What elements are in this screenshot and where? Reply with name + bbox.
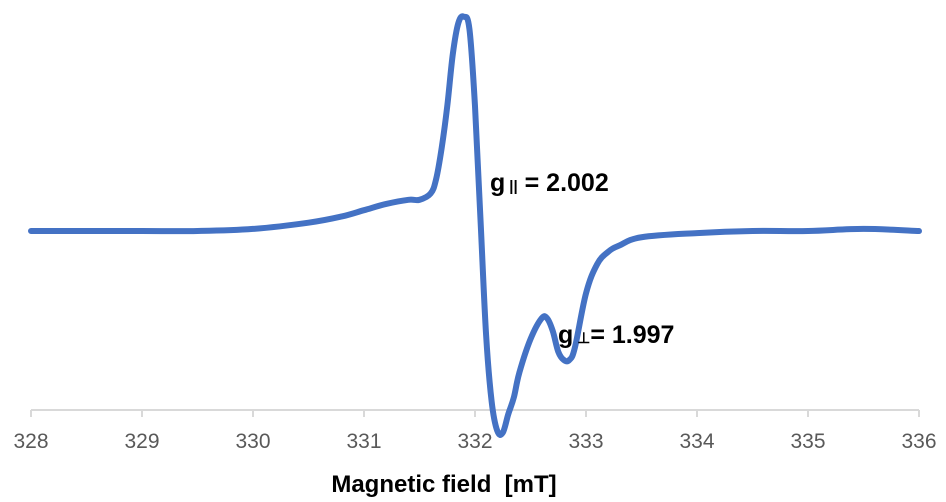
annotation-g-parallel: g || = 2.002: [490, 169, 609, 197]
annotation-g-perpendicular-subscript: ⊥: [577, 330, 590, 347]
x-axis-ticks: [30, 410, 920, 417]
annotation-g-parallel-value: = 2.002: [518, 169, 609, 197]
series-line: [28, 13, 922, 438]
x-tick-label-328: 328: [13, 430, 48, 453]
x-tick-label-336: 336: [901, 430, 936, 453]
annotation-g-perpendicular-value: = 1.997: [590, 321, 674, 349]
x-tick-label-333: 333: [568, 430, 603, 453]
x-axis-tick-labels: 328 329 330 331 332 333 334 335 336: [13, 430, 936, 453]
annotation-g-parallel-label: g: [490, 169, 505, 197]
annotation-g-parallel-subscript: ||: [509, 178, 517, 195]
x-tick-label-331: 331: [346, 430, 381, 453]
x-tick-label-334: 334: [679, 430, 714, 453]
x-tick-label-332: 332: [457, 430, 492, 453]
x-tick-label-329: 329: [124, 430, 159, 453]
annotation-g-perpendicular: g ⊥= 1.997: [558, 321, 674, 349]
x-tick-label-335: 335: [790, 430, 825, 453]
x-tick-label-330: 330: [235, 430, 270, 453]
annotation-g-perpendicular-label: g: [558, 321, 573, 349]
x-axis-title: Magnetic field [mT]: [331, 471, 556, 498]
